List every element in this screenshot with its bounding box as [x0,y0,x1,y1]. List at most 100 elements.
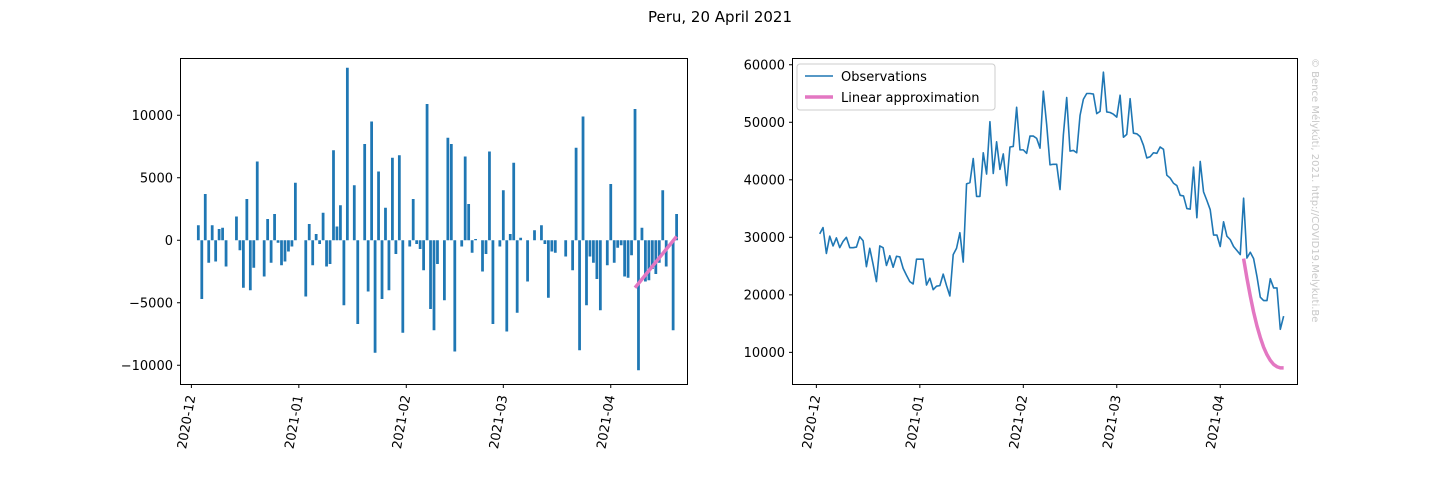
bar [269,240,273,263]
bar [429,240,432,309]
bar [370,121,374,241]
line-x-tick-label: 2020-12 [800,394,824,450]
bar [595,240,599,279]
bar [207,240,211,263]
bar [626,240,630,278]
bar [335,226,339,241]
bar [543,240,547,244]
bar [598,240,602,311]
bar [498,240,502,247]
legend-label-observations: Observations [841,70,927,85]
bar [238,240,242,251]
line-y-tick-label: 40000 [744,173,785,188]
bar [630,240,633,256]
bar [356,240,360,324]
bar [221,227,224,241]
bar-chart-y-axis: −10000 −5000 0 5000 10000 [121,109,181,374]
bar [373,240,377,353]
bar-plot-area [196,67,678,371]
daily-change-bar-chart: −10000 −5000 0 5000 10000 2020-12 2021-01 2021… [121,58,688,450]
bar [363,144,367,241]
line-plot-area [818,71,1285,370]
bar [605,240,609,266]
bar [273,214,276,241]
bar [637,240,640,371]
linear-approximation-curve [1241,258,1284,370]
bar-y-tick-label: 0 [165,234,173,249]
bar [287,240,290,252]
bar-plot-frame [180,58,688,385]
bar [352,185,356,241]
bar-x-tick-label: 2020-12 [175,394,199,450]
linear-approximation-line [633,235,678,289]
bar [304,240,308,297]
bar [654,240,658,274]
line-y-tick-label: 20000 [744,288,785,303]
line-x-tick-label: 2021-03 [1100,394,1124,450]
bar [387,240,391,291]
bar [262,240,266,277]
bar [550,240,554,252]
bar [443,240,446,301]
bar [640,227,644,241]
bar [526,240,529,282]
bar [380,240,384,299]
bar [411,199,415,241]
bar [647,240,651,281]
bar [512,162,516,241]
bar [436,240,439,264]
bar [345,67,349,241]
bar [214,240,218,262]
bar [290,240,294,247]
bar [508,234,512,241]
bar-chart-x-axis: 2020-12 2021-01 2021-02 2021-03 2021-04 [175,384,619,450]
bar [342,240,346,306]
watermark: © Bence Mélykúti, 2021. http://COVID19.M… [1309,58,1321,322]
bar [425,104,429,241]
bar [311,240,315,266]
bar [321,212,325,241]
bar [384,207,387,241]
bar [609,184,613,241]
bar [574,147,578,241]
bar [612,240,616,263]
bar-y-tick-label: −10000 [121,359,173,374]
bar [394,240,398,254]
bar-x-tick-label: 2021-03 [487,394,511,450]
bar [401,240,405,333]
bar [397,155,401,241]
bar [463,156,467,241]
bar [332,150,335,241]
bar [314,234,318,241]
bar [571,240,575,271]
bar [460,240,464,247]
bar-x-tick-label: 2021-02 [390,394,414,450]
legend-label-linear-approximation: Linear approximation [841,91,979,106]
bar-x-tick-label: 2021-01 [283,394,307,450]
bar [224,240,228,267]
bar [422,240,425,271]
line-x-tick-label: 2021-02 [1007,394,1031,450]
bar [484,240,488,254]
bar [546,240,550,298]
bar [501,190,505,241]
bar [318,240,322,244]
bar [619,240,623,246]
bar [491,240,495,324]
bar [661,190,665,241]
bar [540,225,543,241]
bar [276,240,280,243]
line-x-tick-label: 2021-01 [904,394,928,450]
bar [210,225,214,241]
bar [307,224,311,241]
bar-y-tick-label: 5000 [140,171,173,186]
line-x-tick-label: 2021-04 [1204,394,1228,450]
bar-x-tick-label: 2021-04 [594,394,618,450]
bar [449,144,453,241]
bar [432,240,436,331]
bar [415,240,419,244]
bar [657,240,661,263]
bar [623,240,627,277]
bar [671,240,675,331]
